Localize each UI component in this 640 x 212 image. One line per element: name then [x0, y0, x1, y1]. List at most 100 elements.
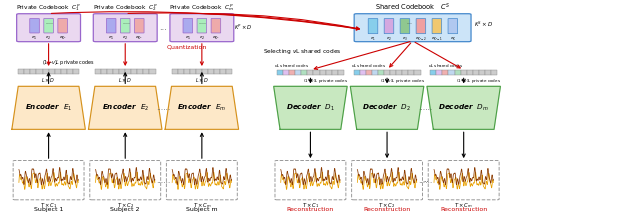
Bar	[54, 69, 61, 74]
Text: $e_2$: $e_2$	[45, 35, 52, 42]
Bar	[289, 70, 295, 75]
FancyBboxPatch shape	[448, 19, 458, 34]
Text: $T \times C_m$: $T \times C_m$	[454, 202, 473, 211]
Bar	[338, 70, 344, 75]
FancyBboxPatch shape	[368, 19, 378, 34]
Text: $e_2$: $e_2$	[122, 35, 129, 42]
Bar	[449, 70, 454, 75]
Bar	[295, 70, 301, 75]
Bar	[403, 70, 408, 75]
FancyBboxPatch shape	[170, 14, 234, 42]
Text: ....: ....	[122, 20, 130, 25]
Bar	[378, 70, 384, 75]
Text: Private Codebook  $C_2^P$: Private Codebook $C_2^P$	[93, 2, 157, 13]
Bar	[415, 70, 420, 75]
FancyBboxPatch shape	[211, 18, 221, 33]
Bar	[42, 69, 49, 74]
Bar	[214, 69, 220, 74]
Text: $(1\!-\!\nu)L$ private codes: $(1\!-\!\nu)L$ private codes	[303, 77, 348, 85]
Text: Decoder  $D_1$: Decoder $D_1$	[286, 103, 335, 113]
FancyBboxPatch shape	[134, 18, 144, 33]
Polygon shape	[274, 86, 347, 129]
Bar	[408, 70, 415, 75]
Text: $e_1$: $e_1$	[184, 35, 191, 42]
Text: $K^S \times D$: $K^S \times D$	[474, 20, 493, 29]
Text: ......: ......	[156, 176, 171, 185]
Bar	[442, 70, 449, 75]
FancyBboxPatch shape	[275, 160, 346, 200]
Polygon shape	[165, 86, 239, 129]
Bar	[314, 70, 319, 75]
Bar	[172, 69, 177, 74]
Text: $\nu L$ shared codes: $\nu L$ shared codes	[275, 61, 310, 68]
Text: ......: ......	[419, 176, 433, 185]
Bar	[365, 70, 372, 75]
Text: Subject 1: Subject 1	[34, 207, 63, 212]
Bar	[319, 70, 326, 75]
Bar	[196, 69, 202, 74]
Polygon shape	[12, 86, 85, 129]
Bar	[220, 69, 226, 74]
FancyBboxPatch shape	[17, 14, 81, 42]
Text: $(1\!-\!\nu)L$ private codes: $(1\!-\!\nu)L$ private codes	[456, 77, 502, 85]
FancyBboxPatch shape	[183, 18, 193, 33]
Text: $e_3$: $e_3$	[402, 35, 408, 43]
Bar	[326, 70, 332, 75]
FancyBboxPatch shape	[120, 18, 130, 33]
Text: ...: ...	[406, 20, 412, 25]
Bar	[73, 69, 79, 74]
Text: $e_{K^S\!-\!2}$: $e_{K^S\!-\!2}$	[415, 35, 427, 43]
Bar	[467, 70, 473, 75]
FancyBboxPatch shape	[428, 160, 499, 200]
Text: $e_1$: $e_1$	[108, 35, 115, 42]
FancyBboxPatch shape	[44, 18, 53, 33]
Bar	[150, 69, 156, 74]
Text: Private Codebook  $C_1^P$: Private Codebook $C_1^P$	[17, 2, 81, 13]
FancyBboxPatch shape	[93, 14, 157, 42]
Text: $\nu L$ shared codes: $\nu L$ shared codes	[351, 61, 387, 68]
FancyBboxPatch shape	[416, 19, 426, 34]
FancyBboxPatch shape	[106, 18, 116, 33]
Text: $e_{K^P}$: $e_{K^P}$	[135, 35, 143, 42]
Bar	[436, 70, 442, 75]
FancyBboxPatch shape	[29, 18, 39, 33]
Text: $T \times C_1$: $T \times C_1$	[40, 202, 58, 211]
Text: $L \times D$: $L \times D$	[118, 76, 132, 84]
Polygon shape	[350, 86, 424, 129]
Bar	[95, 69, 101, 74]
Text: $K^P \times D$: $K^P \times D$	[234, 23, 253, 32]
FancyBboxPatch shape	[354, 14, 471, 42]
Text: $e_1$: $e_1$	[31, 35, 38, 42]
Text: $e_1$: $e_1$	[370, 35, 376, 43]
Bar	[202, 69, 208, 74]
Bar	[353, 70, 360, 75]
Bar	[131, 69, 138, 74]
Bar	[454, 70, 461, 75]
Text: $e_{K^P}$: $e_{K^P}$	[58, 35, 67, 42]
Bar	[101, 69, 107, 74]
Polygon shape	[427, 86, 500, 129]
Text: $e_{K^P}$: $e_{K^P}$	[212, 35, 220, 42]
Bar	[485, 70, 491, 75]
Text: $T \times C_m$: $T \times C_m$	[193, 202, 211, 211]
Bar	[138, 69, 143, 74]
Text: $L \times D$: $L \times D$	[42, 76, 56, 84]
Bar	[19, 69, 24, 74]
Text: ......: ......	[156, 103, 171, 112]
Bar	[430, 70, 436, 75]
Text: $e_2$: $e_2$	[386, 35, 392, 43]
Text: ...: ...	[159, 23, 168, 32]
Bar	[67, 69, 73, 74]
Bar	[277, 70, 283, 75]
Bar	[360, 70, 365, 75]
FancyBboxPatch shape	[432, 19, 442, 34]
Bar	[49, 69, 54, 74]
Bar	[143, 69, 150, 74]
Text: ...: ...	[422, 177, 429, 183]
Text: $e_{K^S\!-\!1}$: $e_{K^S\!-\!1}$	[431, 35, 443, 43]
FancyBboxPatch shape	[58, 18, 67, 33]
Bar	[396, 70, 403, 75]
Text: Private Codebook  $C_m^P$: Private Codebook $C_m^P$	[169, 2, 234, 13]
Text: Reconstruction: Reconstruction	[364, 207, 411, 212]
FancyBboxPatch shape	[384, 19, 394, 34]
